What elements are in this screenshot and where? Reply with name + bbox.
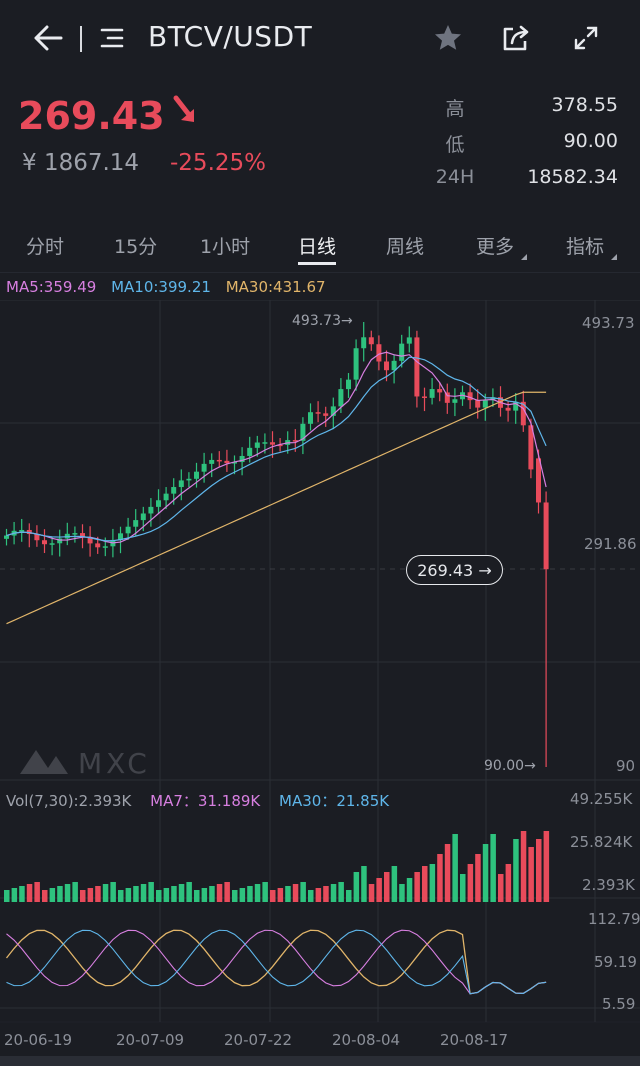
ind-axis-mid: 59.19 <box>594 953 637 971</box>
price-axis-top: 493.73 <box>582 314 635 332</box>
vol-24h-value: 18582.34 <box>527 166 618 188</box>
menu-icon[interactable] <box>92 18 132 58</box>
tab-timeshare[interactable]: 分时 <box>26 236 65 258</box>
vol-ma7-label: MA7：31.189K <box>150 792 261 810</box>
high-value: 378.55 <box>551 94 618 116</box>
volume-legend: Vol(7,30):2.393K MA7：31.189K MA30：21.85K <box>6 790 389 811</box>
price-axis-mid: 291.86 <box>584 535 637 553</box>
bottom-bar <box>0 1056 640 1066</box>
tab-1hour[interactable]: 1小时 <box>200 236 251 258</box>
date-label: 20-06-19 <box>4 1031 73 1049</box>
fullscreen-icon[interactable] <box>566 18 606 58</box>
top-bar: BTCV/USDT <box>0 0 640 78</box>
current-price-pill[interactable]: 269.43 → <box>406 555 503 585</box>
date-label: 20-07-09 <box>116 1031 185 1049</box>
vol-label: Vol(7,30):2.393K <box>6 792 132 810</box>
ma-legend: MA5:359.49 MA10:399.21 MA30:431.67 <box>6 278 326 296</box>
cny-price: ¥ 1867.14 <box>22 150 140 176</box>
low-marker: 90.00→ <box>484 758 536 774</box>
tab-indicators[interactable]: 指标 <box>566 236 605 258</box>
indicators-caret-icon <box>611 254 617 260</box>
price-axis-bottom: 90 <box>616 757 636 775</box>
vol-axis-top: 49.255K <box>570 790 633 808</box>
ma5-label: MA5:359.49 <box>6 278 97 296</box>
mxc-logo: MXC <box>18 744 178 782</box>
vol-24h-label: 24H <box>435 166 475 188</box>
ind-axis-bottom: 5.59 <box>602 995 636 1013</box>
high-marker: 493.73→ <box>292 313 353 329</box>
vol-ma30-label: MA30：21.85K <box>279 792 390 810</box>
date-label: 20-08-17 <box>440 1031 509 1049</box>
share-icon[interactable] <box>496 18 536 58</box>
divider <box>0 272 640 273</box>
date-label: 20-07-22 <box>224 1031 293 1049</box>
active-tab-underline <box>298 262 336 265</box>
date-label: 20-08-04 <box>332 1031 401 1049</box>
more-caret-icon <box>521 254 527 260</box>
watermark-text: MXC <box>78 747 151 778</box>
tab-more[interactable]: 更多 <box>476 236 515 258</box>
star-icon[interactable] <box>428 18 468 58</box>
ma10-label: MA10:399.21 <box>111 278 211 296</box>
low-value: 90.00 <box>563 130 618 152</box>
high-label: 高 <box>445 98 465 120</box>
down-arrow-icon <box>170 94 200 132</box>
interval-tabs: 分时 15分 1小时 日线 周线 更多 指标 <box>0 222 640 272</box>
low-label: 低 <box>445 134 465 156</box>
pair-title[interactable]: BTCV/USDT <box>148 20 313 53</box>
ind-axis-top: 112.79 <box>588 910 640 928</box>
vol-axis-bottom: 2.393K <box>582 876 635 894</box>
last-price: 269.43 <box>18 94 165 138</box>
ma30-label: MA30:431.67 <box>225 278 326 296</box>
candlestick-chart[interactable] <box>0 300 640 1060</box>
vol-axis-mid: 25.824K <box>570 833 633 851</box>
tab-daily[interactable]: 日线 <box>298 236 337 258</box>
tab-15min[interactable]: 15分 <box>114 236 158 258</box>
arrow-left-icon[interactable] <box>28 18 68 58</box>
change-percent: -25.25% <box>170 150 266 176</box>
header-divider <box>80 26 82 52</box>
tab-weekly[interactable]: 周线 <box>386 236 425 258</box>
